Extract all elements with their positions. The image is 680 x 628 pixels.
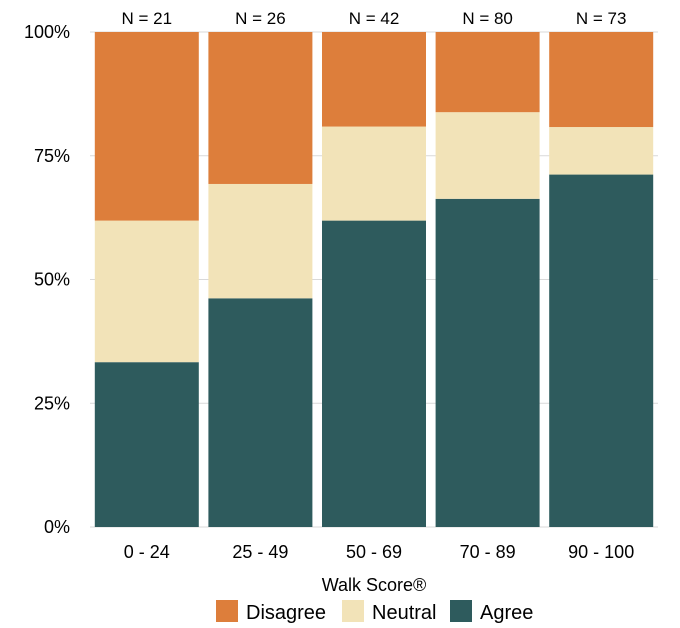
bar-segment-neutral (322, 126, 426, 221)
n-labels: N = 21 N = 26 N = 42 N = 80 N = 73 (122, 9, 627, 28)
bar-segment-disagree (549, 32, 654, 128)
bar-segment-disagree (435, 32, 540, 113)
x-axis-title: Walk Score® (322, 575, 427, 595)
n-label: N = 80 (462, 9, 513, 28)
y-tick-label: 50% (34, 270, 70, 290)
legend-swatch-neutral (342, 600, 364, 622)
bar-segment-neutral (549, 127, 654, 175)
bar-segment-agree (435, 198, 540, 527)
x-tick-label: 50 - 69 (346, 542, 402, 562)
bar-segment-neutral (208, 183, 313, 299)
bar-segment-disagree (208, 32, 313, 184)
x-tick-label: 0 - 24 (124, 542, 170, 562)
bar-segment-agree (94, 362, 199, 527)
bar-segment-disagree (94, 32, 199, 221)
bar-segment-neutral (435, 112, 540, 199)
legend: Disagree Neutral Agree (216, 600, 533, 624)
y-tick-label: 100% (24, 22, 70, 42)
bar-segment-agree (322, 220, 426, 527)
bar-segment-agree (208, 298, 313, 527)
x-tick-label: 25 - 49 (232, 542, 288, 562)
legend-label-disagree: Disagree (246, 602, 326, 624)
legend-swatch-disagree (216, 600, 238, 622)
y-tick-label: 75% (34, 146, 70, 166)
y-axis-tick-labels: 0% 25% 50% 75% 100% (24, 22, 70, 537)
n-label: N = 42 (349, 9, 400, 28)
bars (94, 32, 654, 527)
bar-segment-neutral (94, 220, 199, 363)
n-label: N = 26 (235, 9, 286, 28)
bar-segment-agree (549, 174, 654, 527)
x-tick-label: 70 - 89 (460, 542, 516, 562)
legend-swatch-agree (450, 600, 472, 622)
y-tick-label: 25% (34, 393, 70, 413)
n-label: N = 21 (122, 9, 173, 28)
legend-label-neutral: Neutral (372, 602, 436, 624)
bar-segment-disagree (322, 32, 426, 127)
x-axis-tick-labels: 0 - 24 25 - 49 50 - 69 70 - 89 90 - 100 (124, 542, 634, 562)
n-label: N = 73 (576, 9, 627, 28)
legend-label-agree: Agree (480, 602, 533, 624)
y-tick-label: 0% (44, 517, 70, 537)
x-tick-label: 90 - 100 (568, 542, 634, 562)
